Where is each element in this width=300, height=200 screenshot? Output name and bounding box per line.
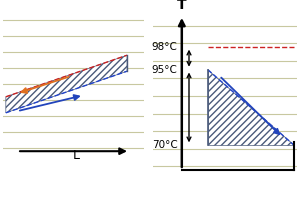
Polygon shape — [208, 70, 294, 145]
Text: 98°C: 98°C — [152, 42, 178, 52]
Text: T: T — [177, 0, 187, 12]
Polygon shape — [6, 55, 127, 113]
Text: 70°C: 70°C — [152, 140, 178, 150]
Text: 95°C: 95°C — [152, 65, 178, 75]
Text: L: L — [73, 149, 80, 162]
